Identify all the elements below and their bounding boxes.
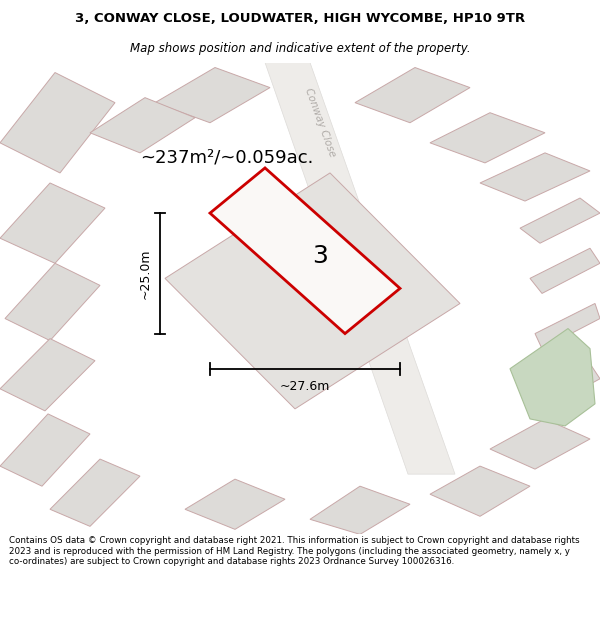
Text: Map shows position and indicative extent of the property.: Map shows position and indicative extent… xyxy=(130,42,470,55)
Text: ~25.0m: ~25.0m xyxy=(139,248,152,299)
Polygon shape xyxy=(265,62,455,474)
Polygon shape xyxy=(530,248,600,293)
Polygon shape xyxy=(520,198,600,243)
Polygon shape xyxy=(490,419,590,469)
Polygon shape xyxy=(185,479,285,529)
Polygon shape xyxy=(155,68,270,122)
Polygon shape xyxy=(0,339,95,411)
Polygon shape xyxy=(430,112,545,163)
Polygon shape xyxy=(480,153,590,201)
Polygon shape xyxy=(535,304,600,349)
Polygon shape xyxy=(165,173,460,409)
Polygon shape xyxy=(510,329,595,426)
Polygon shape xyxy=(210,168,400,334)
Text: 3, CONWAY CLOSE, LOUDWATER, HIGH WYCOMBE, HP10 9TR: 3, CONWAY CLOSE, LOUDWATER, HIGH WYCOMBE… xyxy=(75,12,525,25)
Polygon shape xyxy=(90,98,195,153)
Text: 3: 3 xyxy=(312,244,328,268)
Polygon shape xyxy=(50,459,140,526)
Text: Conway Close: Conway Close xyxy=(303,87,337,159)
Polygon shape xyxy=(0,183,105,263)
Text: Contains OS data © Crown copyright and database right 2021. This information is : Contains OS data © Crown copyright and d… xyxy=(9,536,580,566)
Polygon shape xyxy=(5,263,100,341)
Polygon shape xyxy=(310,486,410,534)
Polygon shape xyxy=(430,466,530,516)
Polygon shape xyxy=(0,414,90,486)
Polygon shape xyxy=(355,68,470,122)
Polygon shape xyxy=(535,364,600,409)
Text: ~237m²/~0.059ac.: ~237m²/~0.059ac. xyxy=(140,149,313,167)
Polygon shape xyxy=(0,72,115,173)
Text: ~27.6m: ~27.6m xyxy=(280,380,330,393)
